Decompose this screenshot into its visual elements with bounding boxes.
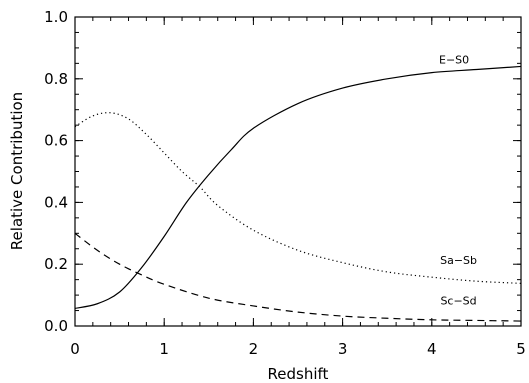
series-label-2: Sc−Sd bbox=[440, 294, 476, 307]
x-axis-label: Redshift bbox=[268, 365, 329, 383]
axis-ticks bbox=[74, 16, 522, 327]
tick-labels: 0 1 2 3 4 5 0.0 0.2 0.4 0.6 0.8 1.0 bbox=[44, 8, 526, 358]
series-line-1 bbox=[74, 112, 522, 284]
series-label-1: Sa−Sb bbox=[440, 254, 477, 267]
series-labels: E−S0 Sa−Sb Sc−Sd bbox=[439, 53, 477, 307]
y-axis-label: Relative Contribution bbox=[8, 92, 26, 250]
series-lines bbox=[74, 65, 522, 322]
x-tick-label: 4 bbox=[427, 340, 437, 358]
series-line-0 bbox=[74, 65, 522, 309]
y-tick-label: 0.8 bbox=[44, 70, 68, 88]
x-tick-label: 5 bbox=[516, 340, 526, 358]
y-tick-label: 0.2 bbox=[44, 255, 68, 273]
y-tick-label: 1.0 bbox=[44, 8, 68, 26]
x-tick-label: 2 bbox=[249, 340, 259, 358]
y-tick-label: 0.0 bbox=[44, 317, 68, 335]
series-label-0: E−S0 bbox=[439, 53, 469, 66]
x-tick-label: 1 bbox=[159, 340, 169, 358]
y-tick-label: 0.4 bbox=[44, 193, 68, 211]
series-line-2 bbox=[74, 232, 522, 322]
x-tick-label: 3 bbox=[338, 340, 348, 358]
y-tick-label: 0.6 bbox=[44, 132, 68, 150]
x-tick-label: 0 bbox=[70, 340, 80, 358]
